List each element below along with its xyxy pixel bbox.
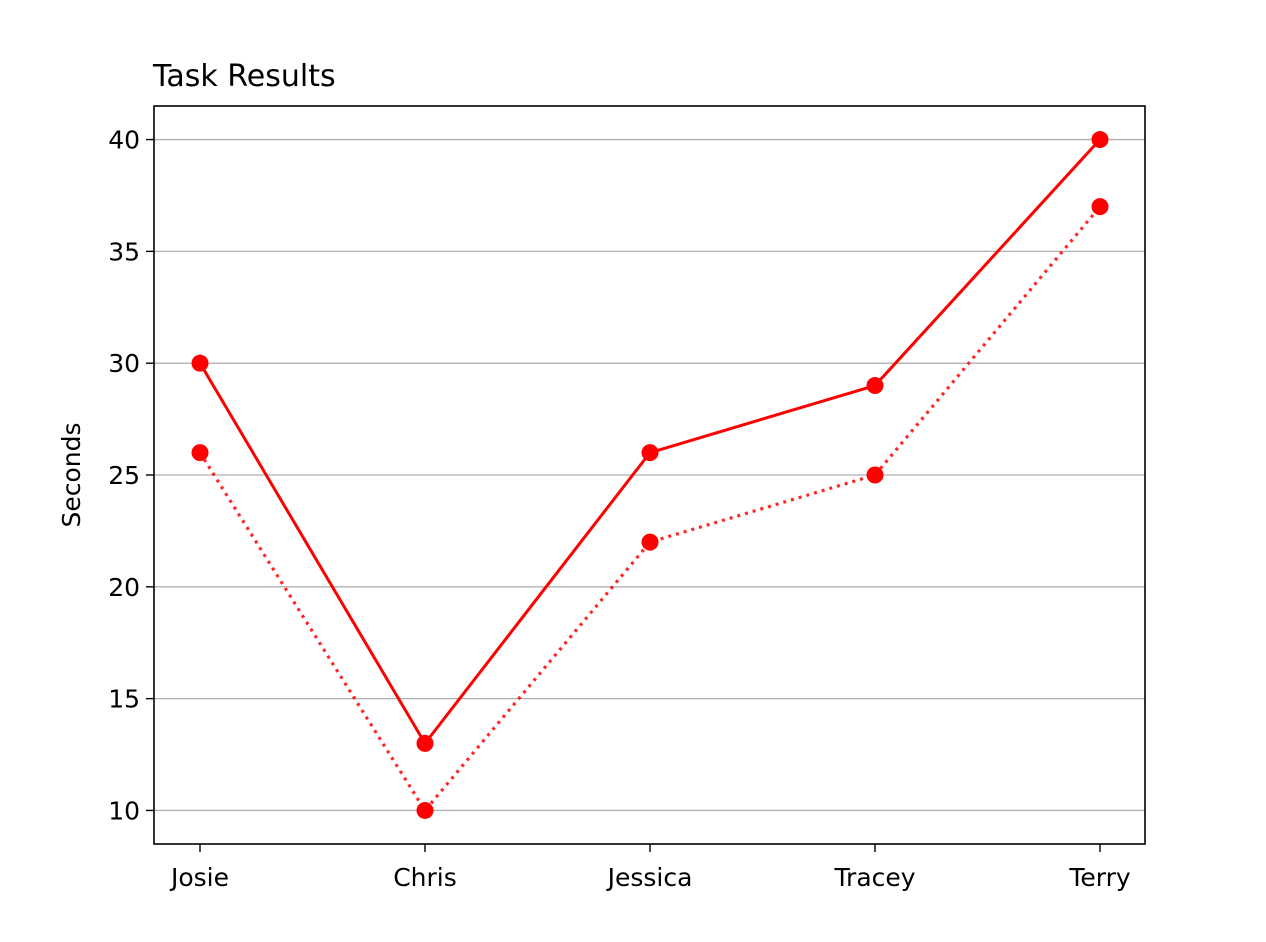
chart-title: Task Results xyxy=(152,59,336,94)
x-tick-label: Jessica xyxy=(606,863,693,892)
series-2-point xyxy=(866,466,884,484)
series-2 xyxy=(191,198,1109,819)
series-group xyxy=(191,131,1109,819)
series-1 xyxy=(191,131,1109,752)
x-tick-label: Terry xyxy=(1068,863,1131,892)
series-2-line xyxy=(198,205,1102,813)
series-2-point xyxy=(416,801,434,819)
x-tick-label: Josie xyxy=(169,863,229,892)
y-tick-label: 15 xyxy=(108,685,140,714)
y-tick-label: 20 xyxy=(108,573,140,602)
y-tick-label: 30 xyxy=(108,349,140,378)
series-2-point xyxy=(1091,198,1109,216)
axis-ticks: 10 15 20 25 30 35 40 Josie Chris Jessica Tracey Ter… xyxy=(108,126,1131,892)
series-1-point xyxy=(191,354,209,372)
y-tick-label: 35 xyxy=(108,237,140,266)
y-tick-label: 10 xyxy=(108,796,140,825)
series-2-point xyxy=(641,533,659,551)
series-1-point xyxy=(416,734,434,752)
series-1-point xyxy=(641,444,659,462)
series-1-point xyxy=(866,377,884,395)
series-1-point xyxy=(1091,131,1109,149)
y-axis-label: Seconds xyxy=(57,422,86,527)
series-2-point xyxy=(191,444,209,462)
gridlines xyxy=(154,138,1145,812)
x-tick-label: Tracey xyxy=(833,863,915,892)
y-tick-label: 25 xyxy=(108,461,140,490)
x-tick-label: Chris xyxy=(393,863,457,892)
y-tick-label: 40 xyxy=(108,126,140,155)
